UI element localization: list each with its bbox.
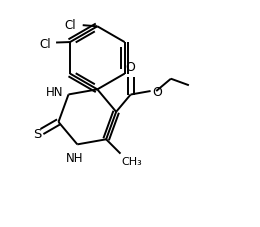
Text: NH: NH bbox=[66, 151, 84, 164]
Text: Cl: Cl bbox=[64, 18, 76, 31]
Text: O: O bbox=[126, 61, 135, 74]
Text: Cl: Cl bbox=[40, 37, 51, 50]
Text: O: O bbox=[152, 85, 162, 98]
Text: HN: HN bbox=[46, 85, 63, 98]
Text: CH₃: CH₃ bbox=[122, 156, 142, 166]
Text: S: S bbox=[33, 127, 41, 140]
